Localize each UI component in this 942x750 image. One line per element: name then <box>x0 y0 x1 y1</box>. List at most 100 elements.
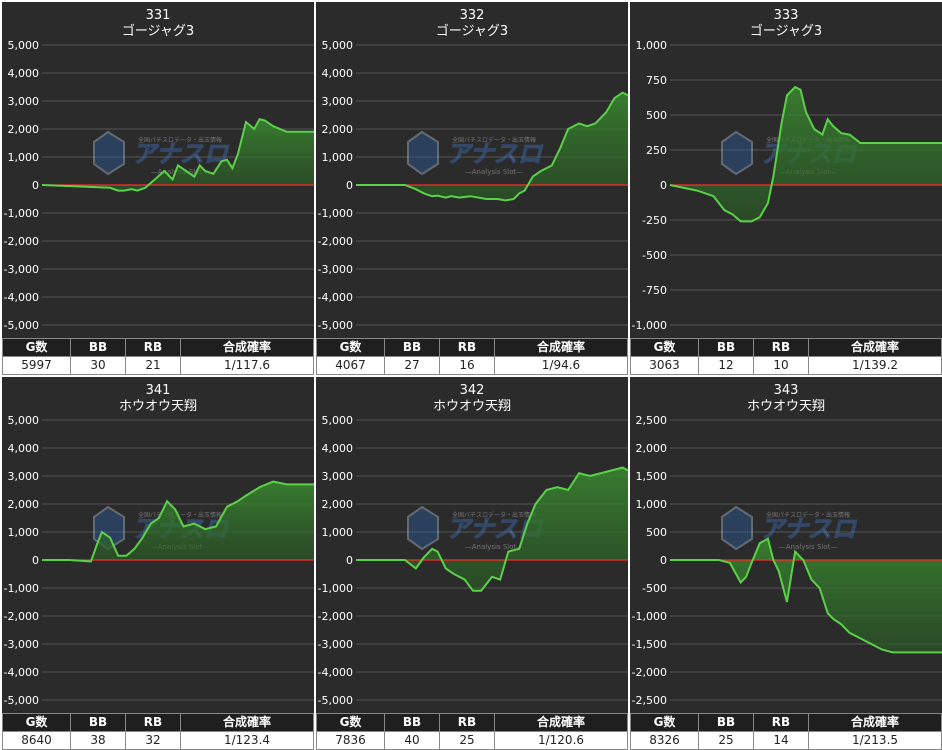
stats-header: BB <box>698 338 754 357</box>
watermark-top: 全国パチスロデータ・出玉情報 <box>138 136 222 144</box>
y-tick-label: 5,000 <box>8 414 40 427</box>
panel-number: 343 <box>774 383 799 398</box>
stats-header: RB <box>753 338 809 357</box>
y-tick-label: -1,000 <box>318 207 353 220</box>
series-area <box>356 92 628 201</box>
stats-value: 25 <box>698 731 754 750</box>
y-tick-label: -3,000 <box>4 638 39 651</box>
y-tick-label: 250 <box>646 144 667 157</box>
y-tick-label: 4,000 <box>322 67 354 80</box>
stats-header: RB <box>125 713 181 732</box>
y-tick-label: 5,000 <box>8 39 40 52</box>
logo-icon <box>407 130 439 176</box>
y-tick-label: -4,000 <box>318 666 353 679</box>
y-tick-label: 1,000 <box>8 526 40 539</box>
stats-header: BB <box>384 338 440 357</box>
stats-value: 25 <box>439 731 495 750</box>
stats-value: 1/94.6 <box>494 356 628 375</box>
stats-value: 1/139.2 <box>808 356 942 375</box>
y-tick-label: 0 <box>32 554 39 567</box>
stats-value: 1/120.6 <box>494 731 628 750</box>
y-tick-label: 500 <box>646 109 667 122</box>
panel-341: 341 ホウオウ天翔 5,000 4,000 3,000 2,000 1,000 0 -1,00… <box>2 377 314 750</box>
logo-icon <box>407 505 439 551</box>
panel-number: 341 <box>146 383 171 398</box>
stats-header: G数 <box>630 713 699 732</box>
stats-value: 8640 <box>2 731 71 750</box>
stats-value: 1/123.4 <box>180 731 314 750</box>
stats-header: RB <box>439 338 495 357</box>
stats-table: G数 BB RB 合成確率 4067 27 16 1/94.6 <box>316 338 628 375</box>
series-area <box>42 119 314 191</box>
watermark-top: 全国パチスロデータ・出玉情報 <box>452 511 536 519</box>
panel-machine-name: ゴージャグ3 <box>750 23 822 39</box>
stats-value: 4067 <box>316 356 385 375</box>
stats-header: 合成確率 <box>180 338 314 357</box>
stats-header: 合成確率 <box>180 713 314 732</box>
y-tick-label: -1,000 <box>4 207 39 220</box>
y-tick-label: 2,500 <box>636 414 668 427</box>
stats-header: BB <box>70 338 126 357</box>
panel-machine-name: ゴージャグ3 <box>122 23 194 39</box>
y-tick-label: -2,000 <box>4 610 39 623</box>
y-tick-label: 0 <box>660 554 667 567</box>
y-tick-label: 5,000 <box>322 39 354 52</box>
panel-343: 343 ホウオウ天翔 2,500 2,000 1,500 1,000 500 0 -500 -1,… <box>630 377 942 750</box>
series-line <box>670 537 942 654</box>
y-tick-label: 1,000 <box>8 151 40 164</box>
stats-table: G数 BB RB 合成確率 8326 25 14 1/213.5 <box>630 713 942 750</box>
watermark-top: 全国パチスロデータ・出玉情報 <box>452 136 536 144</box>
stats-value: 1/117.6 <box>180 356 314 375</box>
y-tick-label: 0 <box>32 179 39 192</box>
stats-header: RB <box>753 713 809 732</box>
panel-332: 332 ゴージャグ3 5,000 4,000 3,000 2,000 1,000 0 -1,00… <box>316 2 628 375</box>
series-line <box>356 466 628 592</box>
panel-machine-name: ゴージャグ3 <box>436 23 508 39</box>
stats-table: G数 BB RB 合成確率 5997 30 21 1/117.6 <box>2 338 314 375</box>
stats-value: 40 <box>384 731 440 750</box>
y-tick-label: -2,000 <box>318 610 353 623</box>
y-tick-label: -500 <box>642 582 667 595</box>
y-tick-label: -750 <box>642 284 667 297</box>
stats-header: BB <box>698 713 754 732</box>
stats-header: BB <box>70 713 126 732</box>
watermark-brand: アナスロ <box>132 140 230 168</box>
y-tick-label: 5,000 <box>322 414 354 427</box>
y-tick-label: -1,000 <box>318 582 353 595</box>
y-tick-label: -1,500 <box>632 638 667 651</box>
y-tick-label: 2,000 <box>8 123 40 136</box>
watermark-sub: —Analysis Slot— <box>465 168 523 176</box>
stats-header: RB <box>439 713 495 732</box>
watermark-top: 全国パチスロデータ・出玉情報 <box>138 511 222 519</box>
stats-value: 38 <box>70 731 126 750</box>
y-tick-label: 4,000 <box>8 442 40 455</box>
stats-value: 12 <box>698 356 754 375</box>
watermark-sub: —Analysis Slot— <box>465 543 523 551</box>
y-tick-label: 3,000 <box>322 470 354 483</box>
y-tick-label: 0 <box>346 554 353 567</box>
y-tick-label: 3,000 <box>8 95 40 108</box>
series-area <box>42 481 314 562</box>
y-tick-label: -3,000 <box>318 638 353 651</box>
series-line <box>669 85 942 223</box>
stats-value: 3063 <box>630 356 699 375</box>
panel-331: 331 ゴージャグ3 5,000 4,000 3,000 2,000 1,000 0 -1,00… <box>2 2 314 375</box>
y-tick-label: -1,000 <box>632 319 667 332</box>
y-tick-label: 500 <box>646 526 667 539</box>
y-tick-label: 2,000 <box>322 498 354 511</box>
stats-table: G数 BB RB 合成確率 7836 40 25 1/120.6 <box>316 713 628 750</box>
y-tick-label: 4,000 <box>8 67 40 80</box>
stats-table: G数 BB RB 合成確率 8640 38 32 1/123.4 <box>2 713 314 750</box>
panel-342: 342 ホウオウ天翔 5,000 4,000 3,000 2,000 1,000 0 -1,00… <box>316 377 628 750</box>
y-tick-label: -5,000 <box>318 694 353 707</box>
y-tick-label: -500 <box>642 249 667 262</box>
y-tick-label: 1,000 <box>636 39 668 52</box>
y-tick-label: -4,000 <box>4 666 39 679</box>
panel-machine-name: ホウオウ天翔 <box>119 399 197 414</box>
